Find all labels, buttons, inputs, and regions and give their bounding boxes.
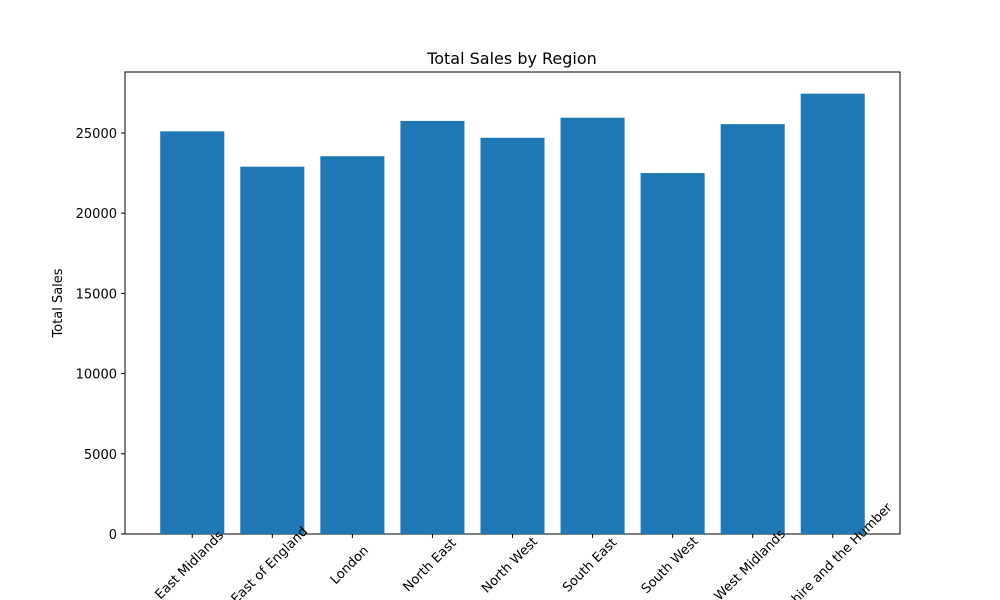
y-tick-label: 15000 <box>76 287 117 302</box>
y-tick-label: 25000 <box>76 127 117 142</box>
y-tick-label: 10000 <box>76 368 117 383</box>
x-tick-label: London <box>328 543 372 587</box>
bar <box>800 93 865 534</box>
bar <box>240 166 305 535</box>
chart-title: Total Sales by Region <box>426 49 597 68</box>
x-tick-label: South West <box>639 534 702 597</box>
bar <box>400 120 465 534</box>
bar <box>320 156 385 534</box>
x-tick-label: East of England <box>229 524 311 600</box>
bar <box>160 131 225 534</box>
bar <box>640 173 705 534</box>
bar <box>720 124 785 535</box>
x-tick-label: South East <box>560 535 620 595</box>
x-tick-label: West Midlands <box>712 527 789 600</box>
y-tick-label: 5000 <box>84 448 117 463</box>
x-tick-label: East Midlands <box>153 528 227 600</box>
y-tick-label: 20000 <box>76 207 117 222</box>
bar <box>480 137 545 535</box>
bar <box>560 117 625 534</box>
x-tick-label: North East <box>400 536 459 595</box>
x-tick-label: North West <box>479 535 541 597</box>
y-axis-label: Total Sales <box>51 268 66 338</box>
y-tick-label: 0 <box>109 528 117 543</box>
